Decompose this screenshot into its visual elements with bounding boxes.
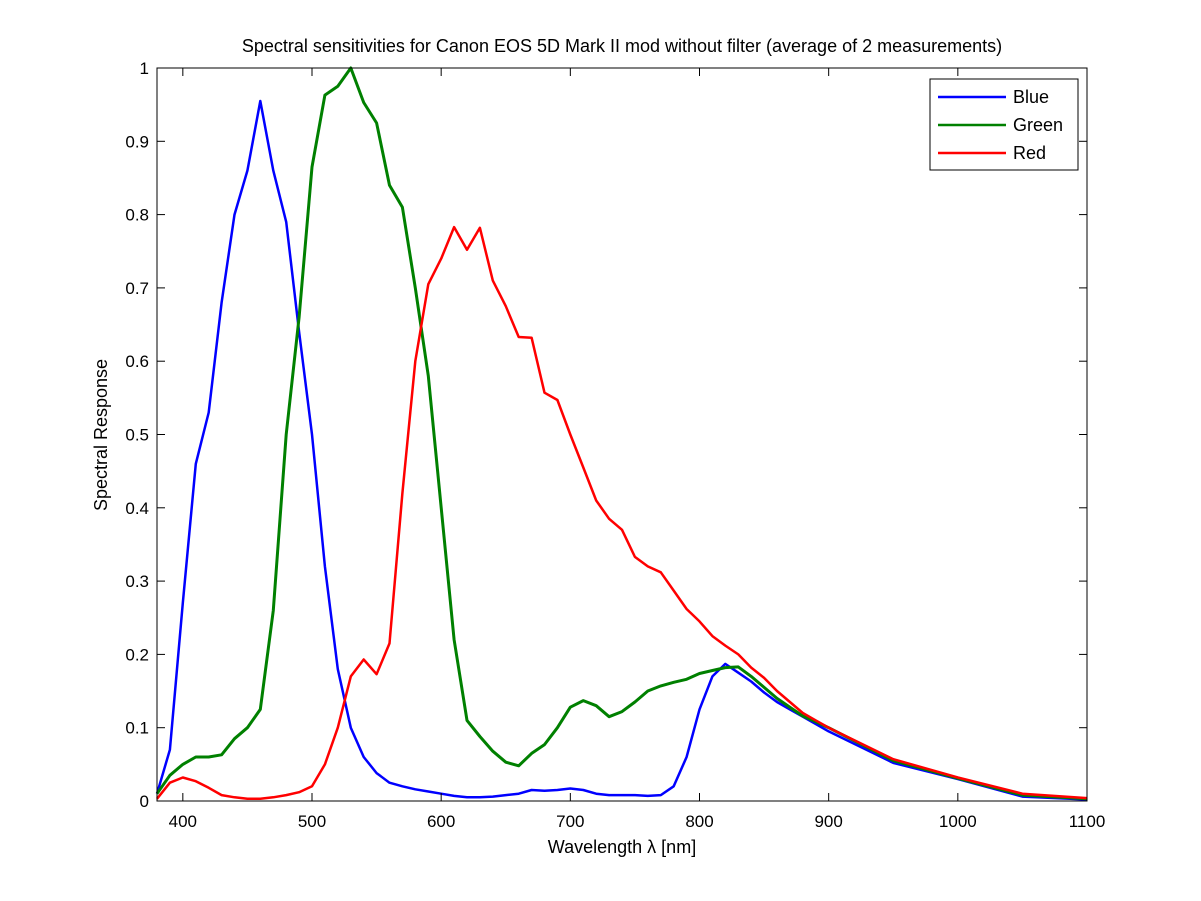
legend-label-red: Red bbox=[1013, 143, 1046, 163]
y-tick-label: 0.3 bbox=[125, 572, 149, 591]
y-tick-label: 0.4 bbox=[125, 499, 149, 518]
series-line-green bbox=[155, 66, 1088, 801]
chart-title: Spectral sensitivities for Canon EOS 5D … bbox=[242, 36, 1002, 56]
y-axis-label: Spectral Response bbox=[91, 359, 111, 511]
series-line-blue bbox=[155, 99, 1088, 801]
y-tick-label: 0.6 bbox=[125, 352, 149, 371]
legend-label-blue: Blue bbox=[1013, 87, 1049, 107]
y-tick-label: 1 bbox=[140, 59, 149, 78]
x-tick-label: 400 bbox=[169, 812, 197, 831]
x-tick-label: 800 bbox=[685, 812, 713, 831]
x-tick-label: 700 bbox=[556, 812, 584, 831]
plot-area bbox=[157, 68, 1087, 801]
legend-label-green: Green bbox=[1013, 115, 1063, 135]
y-tick-label: 0.2 bbox=[125, 645, 149, 664]
x-tick-label: 900 bbox=[814, 812, 842, 831]
x-tick-label: 1100 bbox=[1069, 812, 1106, 831]
y-tick-label: 0 bbox=[140, 792, 149, 811]
legend: Blue Green Red bbox=[929, 78, 1079, 171]
x-tick-label: 600 bbox=[427, 812, 455, 831]
x-tick-label: 500 bbox=[298, 812, 326, 831]
y-tick-label: 0.5 bbox=[125, 426, 149, 445]
x-tick-label: 1000 bbox=[939, 812, 977, 831]
y-tick-label: 0.7 bbox=[125, 279, 149, 298]
y-tick-label: 0.8 bbox=[125, 206, 149, 225]
y-tick-label: 0.9 bbox=[125, 132, 149, 151]
x-axis-label: Wavelength λ [nm] bbox=[548, 837, 696, 857]
y-tick-label: 0.1 bbox=[125, 719, 149, 738]
series-line-red bbox=[156, 225, 1088, 801]
plot-frame bbox=[156, 67, 1088, 802]
